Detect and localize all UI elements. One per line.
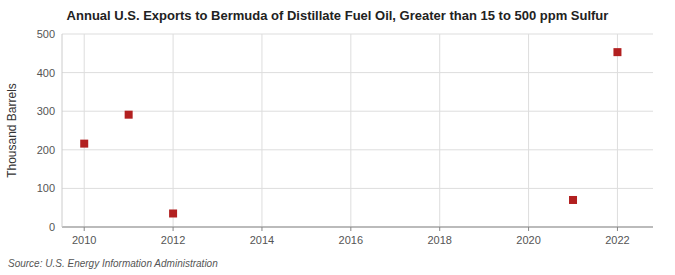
x-grid-line	[617, 34, 618, 227]
x-tick	[261, 227, 262, 231]
source: Source: U.S. Energy Information Administ…	[8, 258, 218, 269]
x-tick-label: 2014	[250, 234, 274, 246]
y-tick-label: 100	[37, 182, 55, 194]
x-tick-label: 2018	[427, 234, 451, 246]
y-tick-label: 200	[37, 144, 55, 156]
y-axis-line	[62, 34, 63, 227]
y-grid-line	[62, 111, 653, 112]
y-grid-line	[62, 149, 653, 150]
title: Annual U.S. Exports to Bermuda of Distil…	[67, 8, 609, 23]
x-tick-label: 2016	[339, 234, 363, 246]
x-grid-line	[528, 34, 529, 227]
point	[80, 140, 88, 148]
chart-container: Annual U.S. Exports to Bermuda of Distil…	[0, 0, 675, 275]
x-tick-label: 2022	[605, 234, 629, 246]
y-grid-line	[62, 188, 653, 189]
y-tick-label: 0	[49, 221, 55, 233]
point	[613, 48, 621, 56]
x-grid-line	[261, 34, 262, 227]
x-tick-label: 2020	[516, 234, 540, 246]
y-tick-label: 500	[37, 28, 55, 40]
x-tick	[84, 227, 85, 231]
x-grid-line	[439, 34, 440, 227]
axes: 0 100 200 300 400 500 2010 2012 2014 2016 2018 2020…	[37, 28, 653, 246]
x-tick	[617, 227, 618, 231]
x-tick	[350, 227, 351, 231]
x-axis-line	[62, 227, 653, 228]
x-tick-label: 2010	[72, 234, 96, 246]
x-tick	[173, 227, 174, 231]
grid	[62, 34, 653, 227]
x-grid-line	[84, 34, 85, 227]
points	[80, 48, 621, 217]
point	[125, 111, 133, 119]
point	[169, 209, 177, 217]
y-tick-label: 300	[37, 105, 55, 117]
y-grid-line	[62, 227, 653, 228]
y-axis-label: Thousand Barrels	[5, 83, 19, 178]
y-grid-line	[62, 72, 653, 73]
x-grid-line	[173, 34, 174, 227]
chart-svg: Annual U.S. Exports to Bermuda of Distil…	[0, 0, 675, 275]
x-grid-line	[350, 34, 351, 227]
x-tick	[528, 227, 529, 231]
x-tick-label: 2012	[161, 234, 185, 246]
x-tick	[439, 227, 440, 231]
y-tick-label: 400	[37, 67, 55, 79]
y-grid-line	[62, 34, 653, 35]
point	[569, 196, 577, 204]
